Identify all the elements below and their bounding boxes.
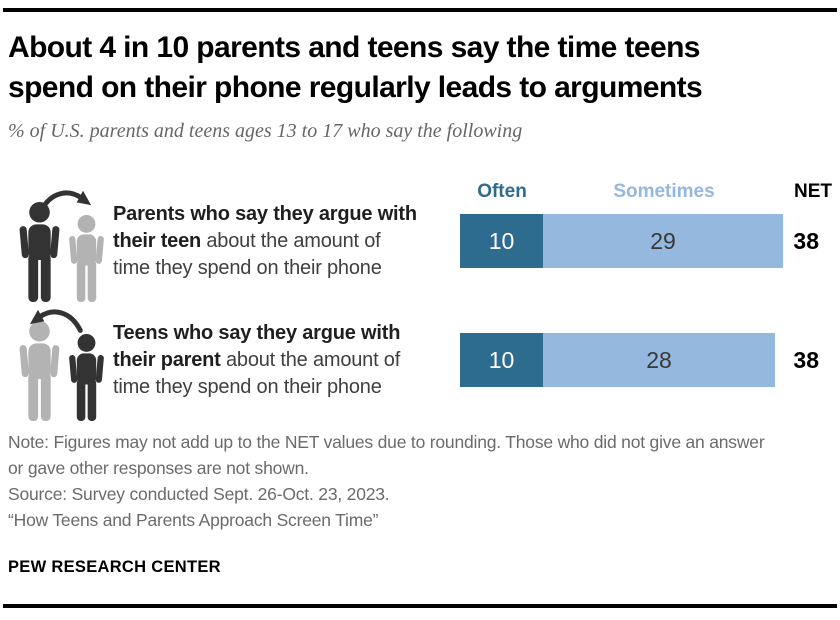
row-label-bold: Parents who say they argue with <box>113 203 417 225</box>
bar-segment-often: 10 <box>460 333 543 387</box>
page-title: About 4 in 10 parents and teens say the … <box>8 31 703 104</box>
report-title-text: “How Teens and Parents Approach Screen T… <box>8 510 379 530</box>
teen-to-parent-people-icon <box>17 309 107 421</box>
source-text: Source: Survey conducted Sept. 26-Oct. 2… <box>8 484 390 504</box>
row-label-bold: Teens who say they argue with <box>113 322 401 344</box>
bar-value-sometimes: 28 <box>646 346 672 373</box>
row-label-bold: their teen <box>113 230 202 252</box>
row-label-rest: about the amount of <box>201 230 381 252</box>
column-header-net: NET <box>794 181 832 202</box>
row-label-rest: time they spend on their phone <box>113 376 382 398</box>
row-label-teens: Teens who say they argue with their pare… <box>113 320 458 401</box>
bar-value-sometimes: 29 <box>650 227 676 254</box>
net-value-teens: 38 <box>793 346 819 373</box>
bar-value-often: 10 <box>488 346 515 373</box>
footnote-block: Note: Figures may not add up to the NET … <box>8 429 768 533</box>
teen-person-icon <box>69 215 104 302</box>
net-value-parents: 38 <box>793 227 819 254</box>
brand-wordmark: PEW RESEARCH CENTER <box>8 558 221 576</box>
row-label-parents: Parents who say they argue with their te… <box>113 201 458 282</box>
row-label-rest: about the amount of <box>220 349 401 371</box>
parent-to-teen-people-icon <box>17 190 107 302</box>
parent-person-icon <box>19 321 60 421</box>
bottom-rule <box>3 604 837 608</box>
column-header-sometimes: Sometimes <box>613 181 715 202</box>
column-header-often: Often <box>477 181 527 202</box>
top-rule <box>3 8 837 12</box>
curved-arrow-icon <box>38 190 92 214</box>
teen-person-icon <box>69 334 104 421</box>
row-label-bold: their parent <box>113 349 221 371</box>
page-subtitle: % of U.S. parents and teens ages 13 to 1… <box>8 120 523 142</box>
bar-segment-often: 10 <box>460 214 543 268</box>
stacked-bar-teens: 10 28 <box>460 333 775 387</box>
bar-segment-sometimes: 28 <box>543 333 775 387</box>
stacked-bar-parents: 10 29 <box>460 214 783 268</box>
curved-arrow-icon <box>29 309 83 333</box>
bar-value-often: 10 <box>488 227 515 254</box>
note-text: Note: Figures may not add up to the NET … <box>8 432 765 478</box>
parent-person-icon <box>19 202 60 302</box>
row-label-rest: time they spend on their phone <box>113 257 382 279</box>
bar-segment-sometimes: 29 <box>543 214 783 268</box>
